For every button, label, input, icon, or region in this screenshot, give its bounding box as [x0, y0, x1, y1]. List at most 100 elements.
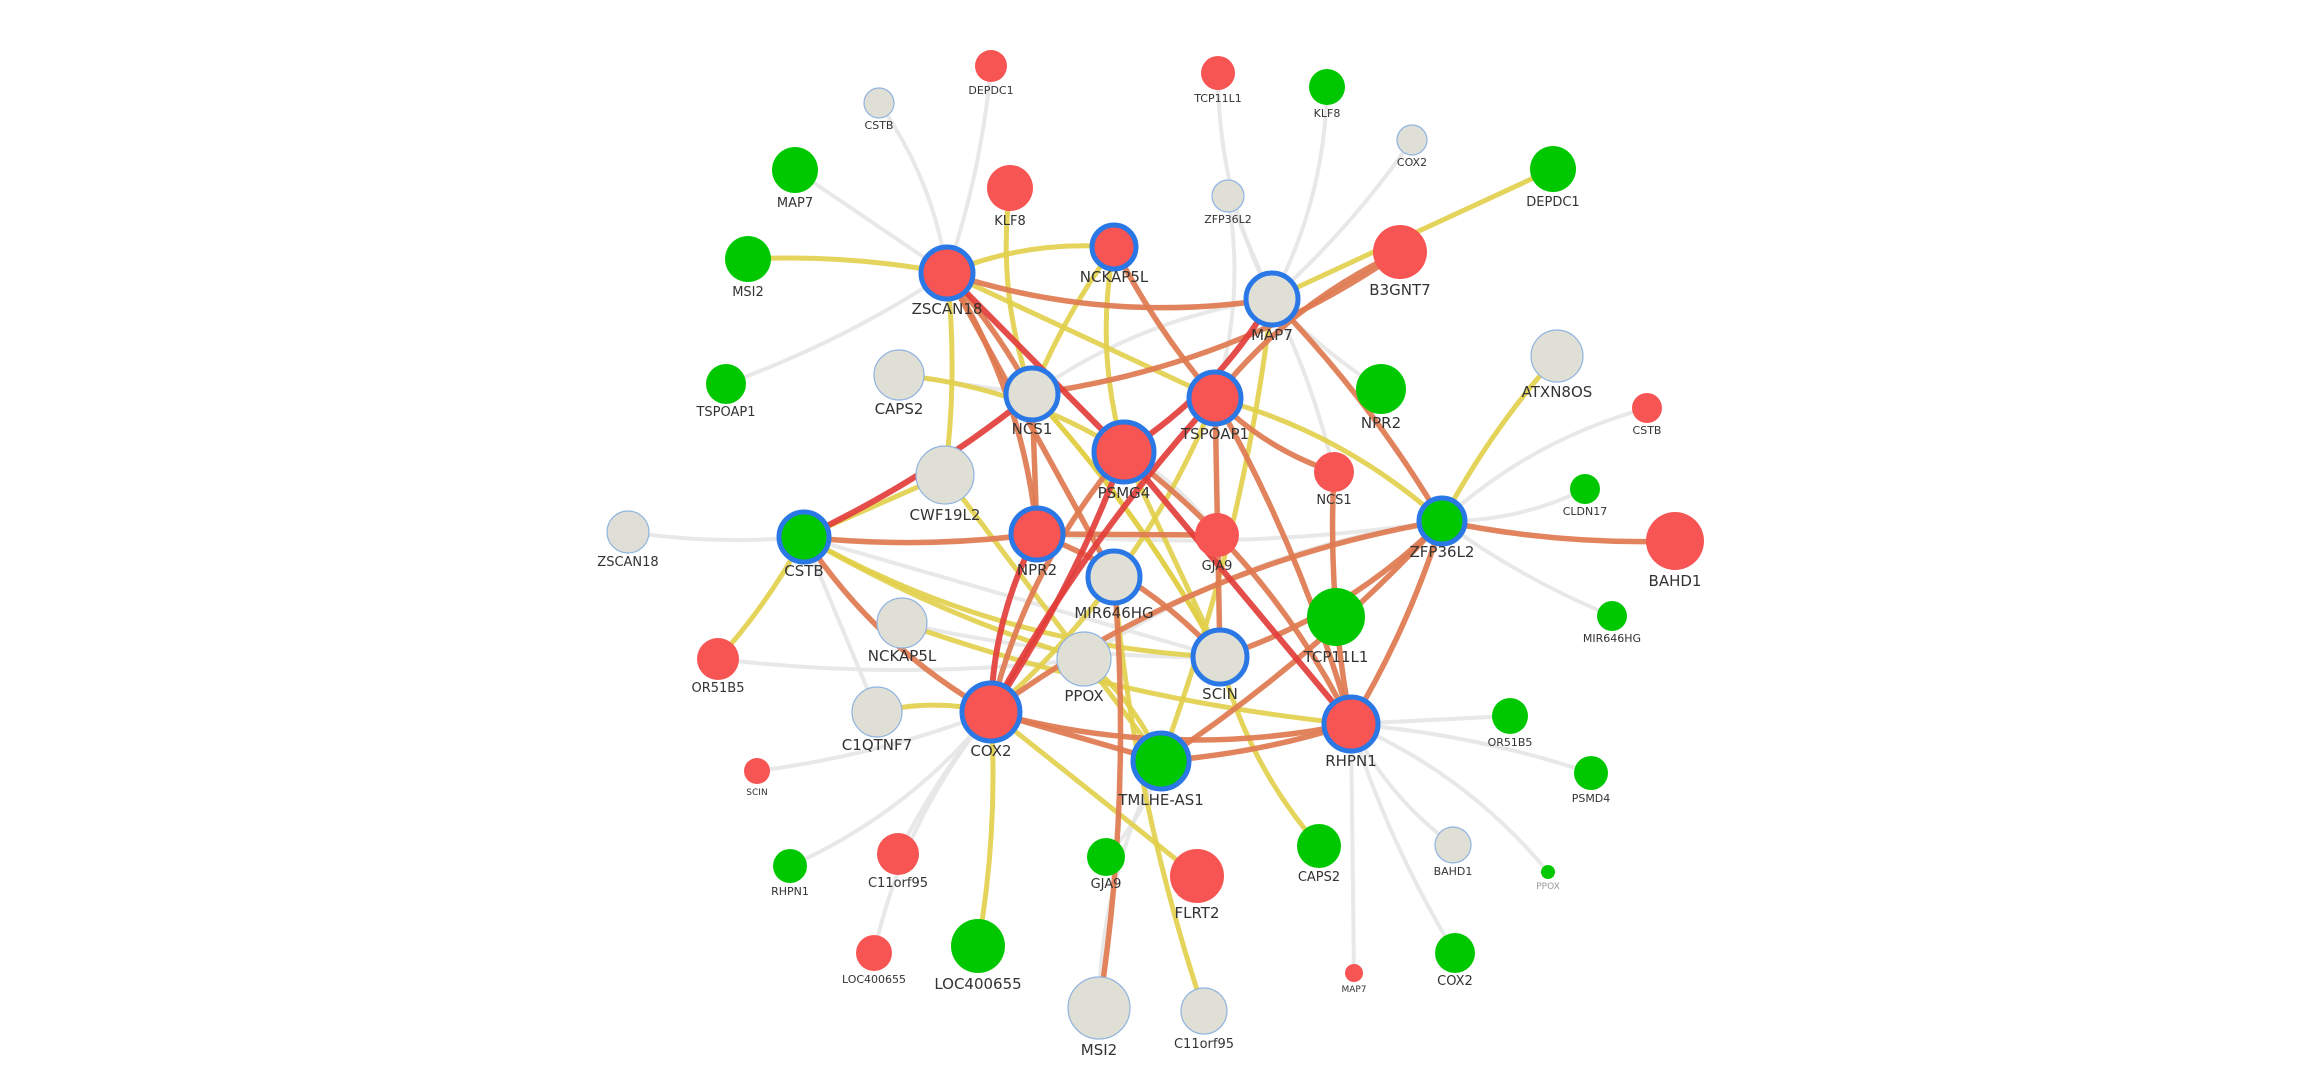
node-zfp36l2[interactable]: ZFP36L2	[1410, 495, 1475, 561]
node-map7[interactable]: MAP7	[1341, 964, 1367, 995]
node-scin[interactable]: SCIN	[744, 758, 770, 798]
node-gja9[interactable]: GJA9	[1087, 838, 1125, 892]
node-circle[interactable]	[1186, 369, 1244, 427]
node-zfp36l2[interactable]: ZFP36L2	[1204, 179, 1252, 226]
node-cldn17[interactable]: CLDN17	[1563, 474, 1608, 518]
node-circle[interactable]	[876, 597, 928, 649]
node-circle[interactable]	[1180, 987, 1228, 1035]
node-c11orf95[interactable]: C11orf95	[868, 833, 928, 891]
node-rhpn1[interactable]: RHPN1	[771, 849, 809, 898]
node-circle[interactable]	[1396, 124, 1428, 156]
node-circle[interactable]	[975, 50, 1007, 82]
node-psmg4[interactable]: PSMG4	[1091, 419, 1157, 502]
node-circle[interactable]	[877, 833, 919, 875]
node-c1qtnf7[interactable]: C1QTNF7	[842, 686, 912, 754]
node-loc400655[interactable]: LOC400655	[934, 919, 1022, 993]
node-circle[interactable]	[697, 638, 739, 680]
node-circle[interactable]	[773, 849, 807, 883]
node-circle[interactable]	[1530, 146, 1576, 192]
node-bahd1[interactable]: BAHD1	[1646, 512, 1704, 590]
node-circle[interactable]	[776, 509, 832, 565]
node-tmlhe-as1[interactable]: TMLHE-AS1	[1117, 730, 1204, 809]
node-msi2[interactable]: MSI2	[725, 236, 771, 300]
node-circle[interactable]	[1067, 976, 1131, 1040]
node-caps2[interactable]: CAPS2	[1297, 824, 1341, 885]
node-psmd4[interactable]: PSMD4	[1572, 756, 1611, 805]
node-circle[interactable]	[851, 686, 903, 738]
node-map7[interactable]: MAP7	[1243, 270, 1301, 344]
node-c11orf95[interactable]: C11orf95	[1174, 987, 1234, 1052]
node-zscan18[interactable]: ZSCAN18	[597, 510, 659, 570]
node-bahd1[interactable]: BAHD1	[1434, 826, 1473, 878]
node-cstb[interactable]: CSTB	[776, 509, 832, 580]
node-tcp11l1[interactable]: TCP11L1	[1193, 56, 1242, 105]
node-circle[interactable]	[1201, 56, 1235, 90]
node-or51b5[interactable]: OR51B5	[692, 638, 745, 696]
node-tcp11l1[interactable]: TCP11L1	[1303, 588, 1369, 666]
node-circle[interactable]	[772, 147, 818, 193]
node-atxn8os[interactable]: ATXN8OS	[1522, 329, 1593, 401]
node-circle[interactable]	[1008, 505, 1066, 563]
node-circle[interactable]	[1307, 588, 1365, 646]
node-map7[interactable]: MAP7	[772, 147, 818, 211]
node-cox2[interactable]: COX2	[959, 680, 1023, 760]
node-npr2[interactable]: NPR2	[1356, 364, 1406, 432]
node-circle[interactable]	[744, 758, 770, 784]
node-circle[interactable]	[1003, 365, 1061, 423]
node-npr2[interactable]: NPR2	[1008, 505, 1066, 579]
node-or51b5[interactable]: OR51B5	[1488, 698, 1533, 749]
node-tspoap1[interactable]: TSPOAP1	[1180, 369, 1249, 443]
node-circle[interactable]	[1211, 179, 1245, 213]
node-circle[interactable]	[873, 349, 925, 401]
node-caps2[interactable]: CAPS2	[873, 349, 925, 418]
node-circle[interactable]	[1356, 364, 1406, 414]
node-mir646hg[interactable]: MIR646HG	[1583, 601, 1641, 645]
node-circle[interactable]	[951, 919, 1005, 973]
node-scin[interactable]: SCIN	[1190, 627, 1250, 703]
node-circle[interactable]	[1091, 419, 1157, 485]
node-circle[interactable]	[1373, 225, 1427, 279]
node-depdc1[interactable]: DEPDC1	[968, 50, 1014, 97]
node-klf8[interactable]: KLF8	[1309, 69, 1345, 120]
node-ncs1[interactable]: NCS1	[1314, 452, 1354, 508]
node-circle[interactable]	[606, 510, 650, 554]
node-circle[interactable]	[1574, 756, 1608, 790]
node-circle[interactable]	[959, 680, 1023, 744]
node-circle[interactable]	[1309, 69, 1345, 105]
node-zscan18[interactable]: ZSCAN18	[912, 244, 983, 318]
node-msi2[interactable]: MSI2	[1067, 976, 1131, 1059]
node-circle[interactable]	[1541, 865, 1555, 879]
node-mir646hg[interactable]: MIR646HG	[1074, 548, 1154, 622]
node-cox2[interactable]: COX2	[1396, 124, 1428, 169]
node-circle[interactable]	[1087, 838, 1125, 876]
node-circle[interactable]	[915, 445, 975, 505]
node-ppox[interactable]: PPOX	[1056, 631, 1112, 705]
node-cstb[interactable]: CSTB	[1632, 393, 1662, 437]
node-circle[interactable]	[856, 935, 892, 971]
node-circle[interactable]	[863, 87, 895, 119]
node-ppox[interactable]: PPOX	[1536, 865, 1560, 892]
node-circle[interactable]	[1056, 631, 1112, 687]
node-circle[interactable]	[725, 236, 771, 282]
node-klf8[interactable]: KLF8	[987, 165, 1033, 229]
node-circle[interactable]	[1321, 694, 1381, 754]
node-circle[interactable]	[987, 165, 1033, 211]
node-cox2[interactable]: COX2	[1435, 933, 1475, 989]
node-gja9[interactable]: GJA9	[1195, 513, 1239, 574]
node-circle[interactable]	[1089, 222, 1139, 272]
node-circle[interactable]	[1345, 964, 1363, 982]
node-loc400655[interactable]: LOC400655	[842, 935, 906, 986]
node-cstb[interactable]: CSTB	[863, 87, 895, 132]
node-circle[interactable]	[1570, 474, 1600, 504]
node-nckap5l[interactable]: NCKAP5L	[1080, 222, 1149, 286]
node-b3gnt7[interactable]: B3GNT7	[1369, 225, 1431, 299]
node-circle[interactable]	[1314, 452, 1354, 492]
node-circle[interactable]	[1190, 627, 1250, 687]
node-rhpn1[interactable]: RHPN1	[1321, 694, 1381, 770]
node-circle[interactable]	[1085, 548, 1143, 606]
node-circle[interactable]	[706, 364, 746, 404]
node-circle[interactable]	[1130, 730, 1192, 792]
node-depdc1[interactable]: DEPDC1	[1526, 146, 1580, 210]
node-circle[interactable]	[1435, 933, 1475, 973]
node-circle[interactable]	[1632, 393, 1662, 423]
